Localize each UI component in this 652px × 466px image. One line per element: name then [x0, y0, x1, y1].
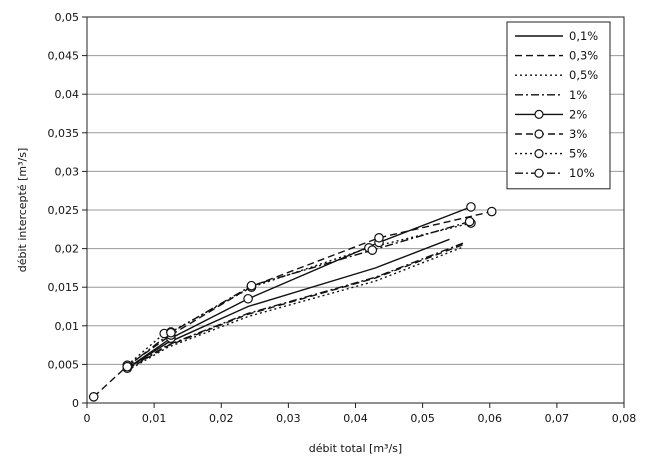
series-line-6 — [93, 210, 492, 398]
x-tick-label: 0,06 — [478, 412, 503, 425]
data-point — [374, 232, 384, 243]
x-axis-label: débit total [m³/s] — [309, 442, 402, 455]
series-lines — [93, 206, 492, 398]
series-line-3 — [126, 246, 464, 372]
legend-label: 3% — [569, 127, 587, 141]
data-point — [166, 327, 176, 338]
x-tick-label: 0,01 — [142, 412, 167, 425]
data-point — [88, 392, 99, 402]
legend-marker — [534, 149, 544, 159]
x-tick-label: 0,08 — [612, 412, 637, 425]
legend-label: 0,5% — [569, 68, 598, 82]
y-tick-label: 0,015 — [48, 281, 80, 294]
x-tick-label: 0,02 — [209, 412, 234, 425]
legend: 0,1% 0,3% 0,5% 1% 2% 3% 5% 10% — [506, 21, 611, 190]
series-line-4 — [126, 242, 464, 370]
y-tick-label: 0,02 — [55, 243, 80, 256]
legend-marker — [534, 168, 544, 178]
legend-label: 1% — [569, 88, 587, 102]
legend-marker — [534, 109, 544, 120]
legend-label: 0,3% — [569, 49, 598, 63]
data-point — [122, 361, 133, 372]
series-line-7 — [126, 222, 472, 366]
y-tick-label: 0,025 — [48, 204, 80, 217]
y-tick-label: 0,04 — [55, 88, 80, 101]
data-point — [464, 216, 475, 227]
y-tick-label: 0,01 — [55, 320, 80, 333]
series-line-2 — [126, 244, 464, 371]
x-tick-label: 0,04 — [343, 412, 368, 425]
legend-label: 10% — [569, 166, 595, 180]
y-tick-label: 0,03 — [55, 165, 80, 178]
y-tick-label: 0 — [72, 397, 79, 410]
x-tick-label: 0,07 — [545, 412, 570, 425]
series-line-8 — [126, 220, 470, 368]
y-axis-ticks: 0 0,005 0,01 0,015 0,02 0,025 0,03 0,035 0,04 0,0… — [48, 11, 87, 410]
legend-marker — [534, 129, 544, 139]
data-point — [466, 202, 476, 212]
series-line-1 — [126, 238, 450, 369]
legend-label: 0,1% — [569, 29, 598, 43]
x-tick-label: 0 — [84, 412, 91, 425]
data-point — [367, 245, 378, 255]
data-point — [486, 206, 497, 217]
data-point — [243, 293, 253, 304]
x-tick-label: 0,03 — [276, 412, 301, 425]
y-tick-label: 0,035 — [48, 127, 80, 140]
y-axis-label: débit intercepté [m³/s] — [16, 148, 29, 273]
series-markers — [88, 202, 497, 402]
y-tick-label: 0,045 — [48, 50, 80, 63]
y-tick-label: 0,005 — [48, 358, 80, 371]
legend-label: 5% — [569, 147, 587, 161]
y-tick-label: 0,05 — [55, 11, 80, 24]
legend-box — [506, 21, 611, 190]
legend-label: 2% — [569, 107, 587, 121]
x-axis-ticks: 0 0,01 0,02 0,03 0,04 0,05 0,06 0,07 0,08 — [84, 403, 637, 425]
x-tick-label: 0,05 — [410, 412, 435, 425]
data-point — [246, 280, 257, 291]
